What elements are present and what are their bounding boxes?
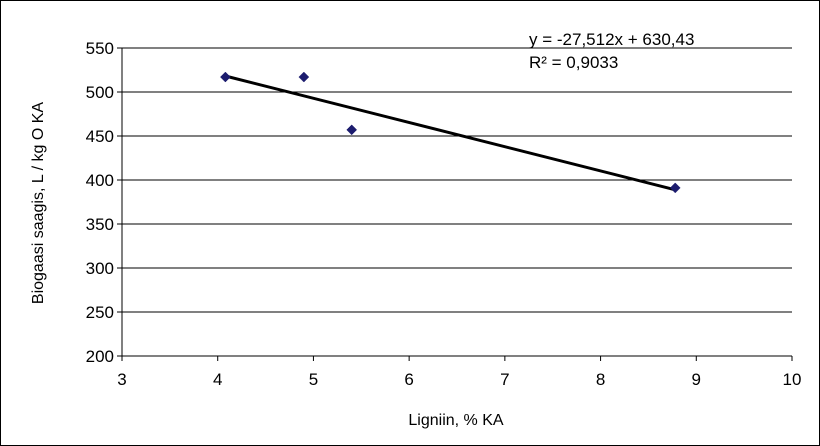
data-point-4 [669, 182, 681, 194]
y-axis-label: Biogaasi saagis, L / kg O KA [30, 102, 47, 305]
x-tick-label-9: 9 [692, 370, 701, 389]
gridlines [122, 47, 792, 313]
x-tick-label-8: 8 [596, 370, 605, 389]
trendline-equation: y = -27,512x + 630,43 [529, 30, 694, 49]
y-tick-label-350: 350 [86, 215, 114, 234]
data-point-3 [346, 124, 358, 136]
x-tick-label-6: 6 [404, 370, 413, 389]
y-tick-label-250: 250 [86, 303, 114, 322]
x-tick-label-5: 5 [309, 370, 318, 389]
trendline-group [225, 74, 676, 192]
trendline-r2: R² = 0,9033 [529, 53, 618, 72]
y-tick-label-300: 300 [86, 259, 114, 278]
y-tick-label-500: 500 [86, 83, 114, 102]
tick-labels: 200 250 300 350 400 450 500 550 3 4 5 6 7 8 9 10 [86, 39, 802, 389]
axes [117, 47, 793, 361]
y-tick-label-550: 550 [86, 39, 114, 58]
x-tick-label-3: 3 [117, 370, 126, 389]
y-tick-label-200: 200 [86, 347, 114, 366]
data-points [220, 71, 681, 194]
x-tick-label-10: 10 [783, 370, 802, 389]
y-tick-label-450: 450 [86, 127, 114, 146]
x-tick-label-7: 7 [500, 370, 509, 389]
trendline [225, 74, 676, 192]
y-tick-label-400: 400 [86, 171, 114, 190]
x-axis-label: Ligniin, % KA [408, 412, 503, 429]
data-point-1 [220, 71, 231, 83]
x-tick-label-4: 4 [213, 370, 222, 389]
data-point-2 [298, 71, 310, 83]
